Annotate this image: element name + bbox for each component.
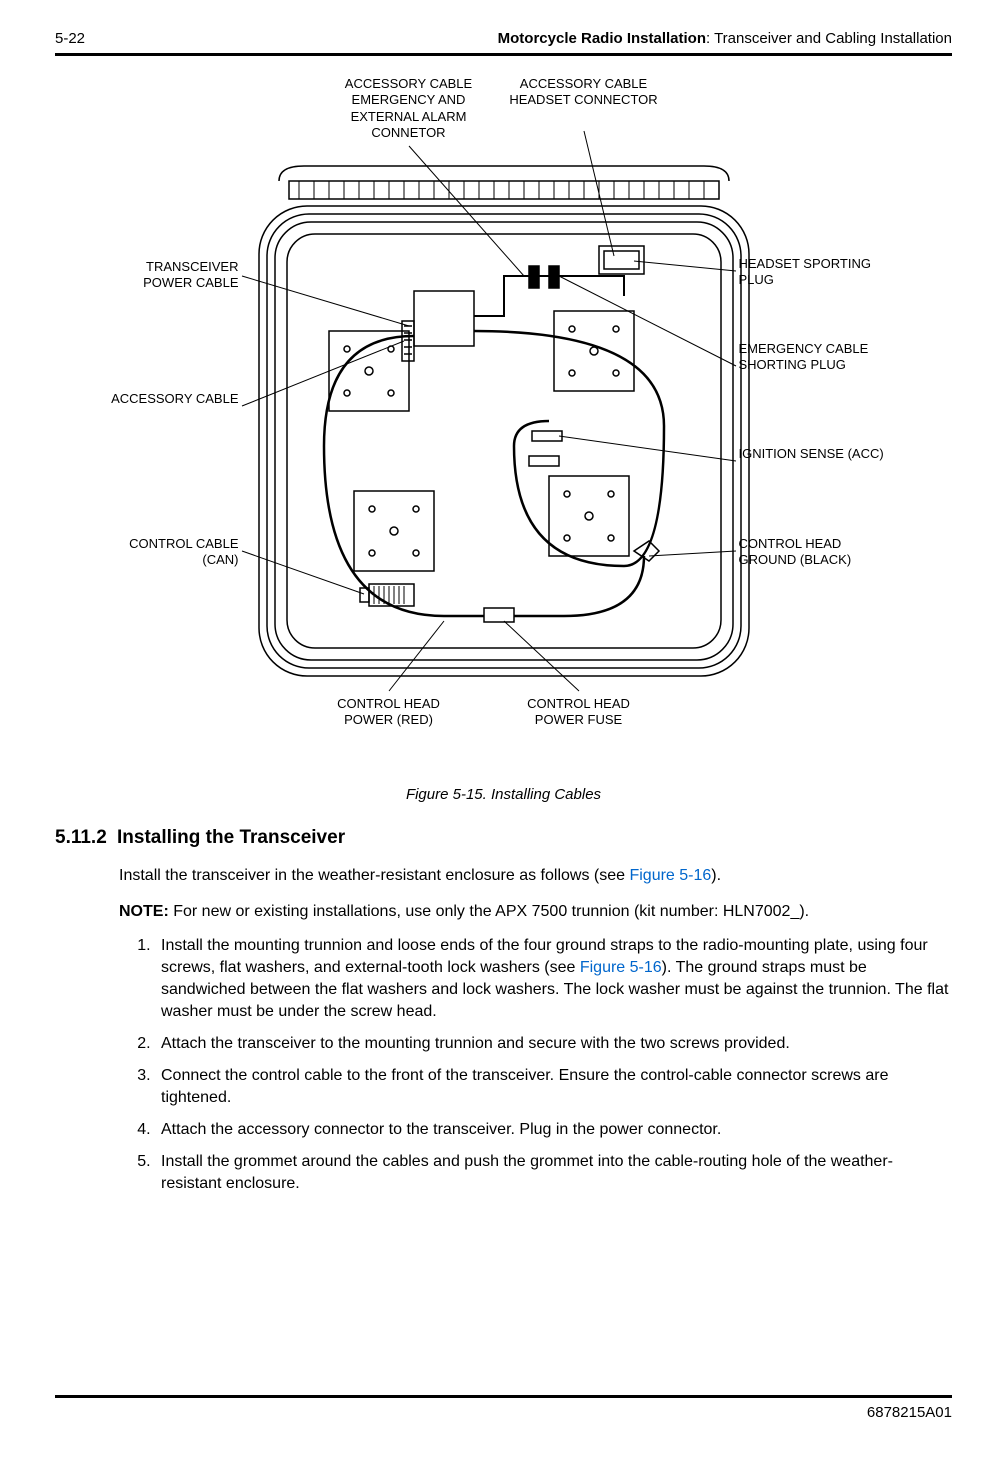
step-item: Connect the control cable to the front o…: [155, 1065, 952, 1109]
note-text: For new or existing installations, use o…: [169, 903, 809, 920]
diagram-svg: [104, 76, 904, 776]
figure-caption: Figure 5-15. Installing Cables: [55, 786, 952, 803]
section-title: Installing the Transceiver: [117, 827, 345, 848]
page-number-top: 5-22: [55, 30, 85, 47]
note-label: NOTE:: [119, 903, 169, 920]
doc-number: 6878215A01: [55, 1398, 952, 1421]
section-number: 5.11.2: [55, 827, 117, 849]
figure-link[interactable]: Figure 5-16: [629, 867, 711, 884]
step-item: Install the mounting trunnion and loose …: [155, 935, 952, 1023]
header-title: Motorcycle Radio Installation: Transceiv…: [498, 30, 952, 47]
step-item: Install the grommet around the cables an…: [155, 1151, 952, 1195]
figure-link[interactable]: Figure 5-16: [580, 959, 662, 976]
step-item: Attach the transceiver to the mounting t…: [155, 1033, 952, 1055]
page-footer: 6878215A01: [55, 1395, 952, 1421]
note-paragraph: NOTE: For new or existing installations,…: [119, 903, 952, 921]
intro-paragraph: Install the transceiver in the weather-r…: [119, 865, 952, 887]
header-rule: [55, 53, 952, 56]
installation-diagram: ACCESSORY CABLE EMERGENCY AND EXTERNAL A…: [104, 76, 904, 776]
steps-list: Install the mounting trunnion and loose …: [119, 935, 952, 1196]
step-item: Attach the accessory connector to the tr…: [155, 1119, 952, 1141]
page-header: 5-22 Motorcycle Radio Installation: Tran…: [55, 30, 952, 53]
section-heading: 5.11.2Installing the Transceiver: [55, 827, 952, 849]
